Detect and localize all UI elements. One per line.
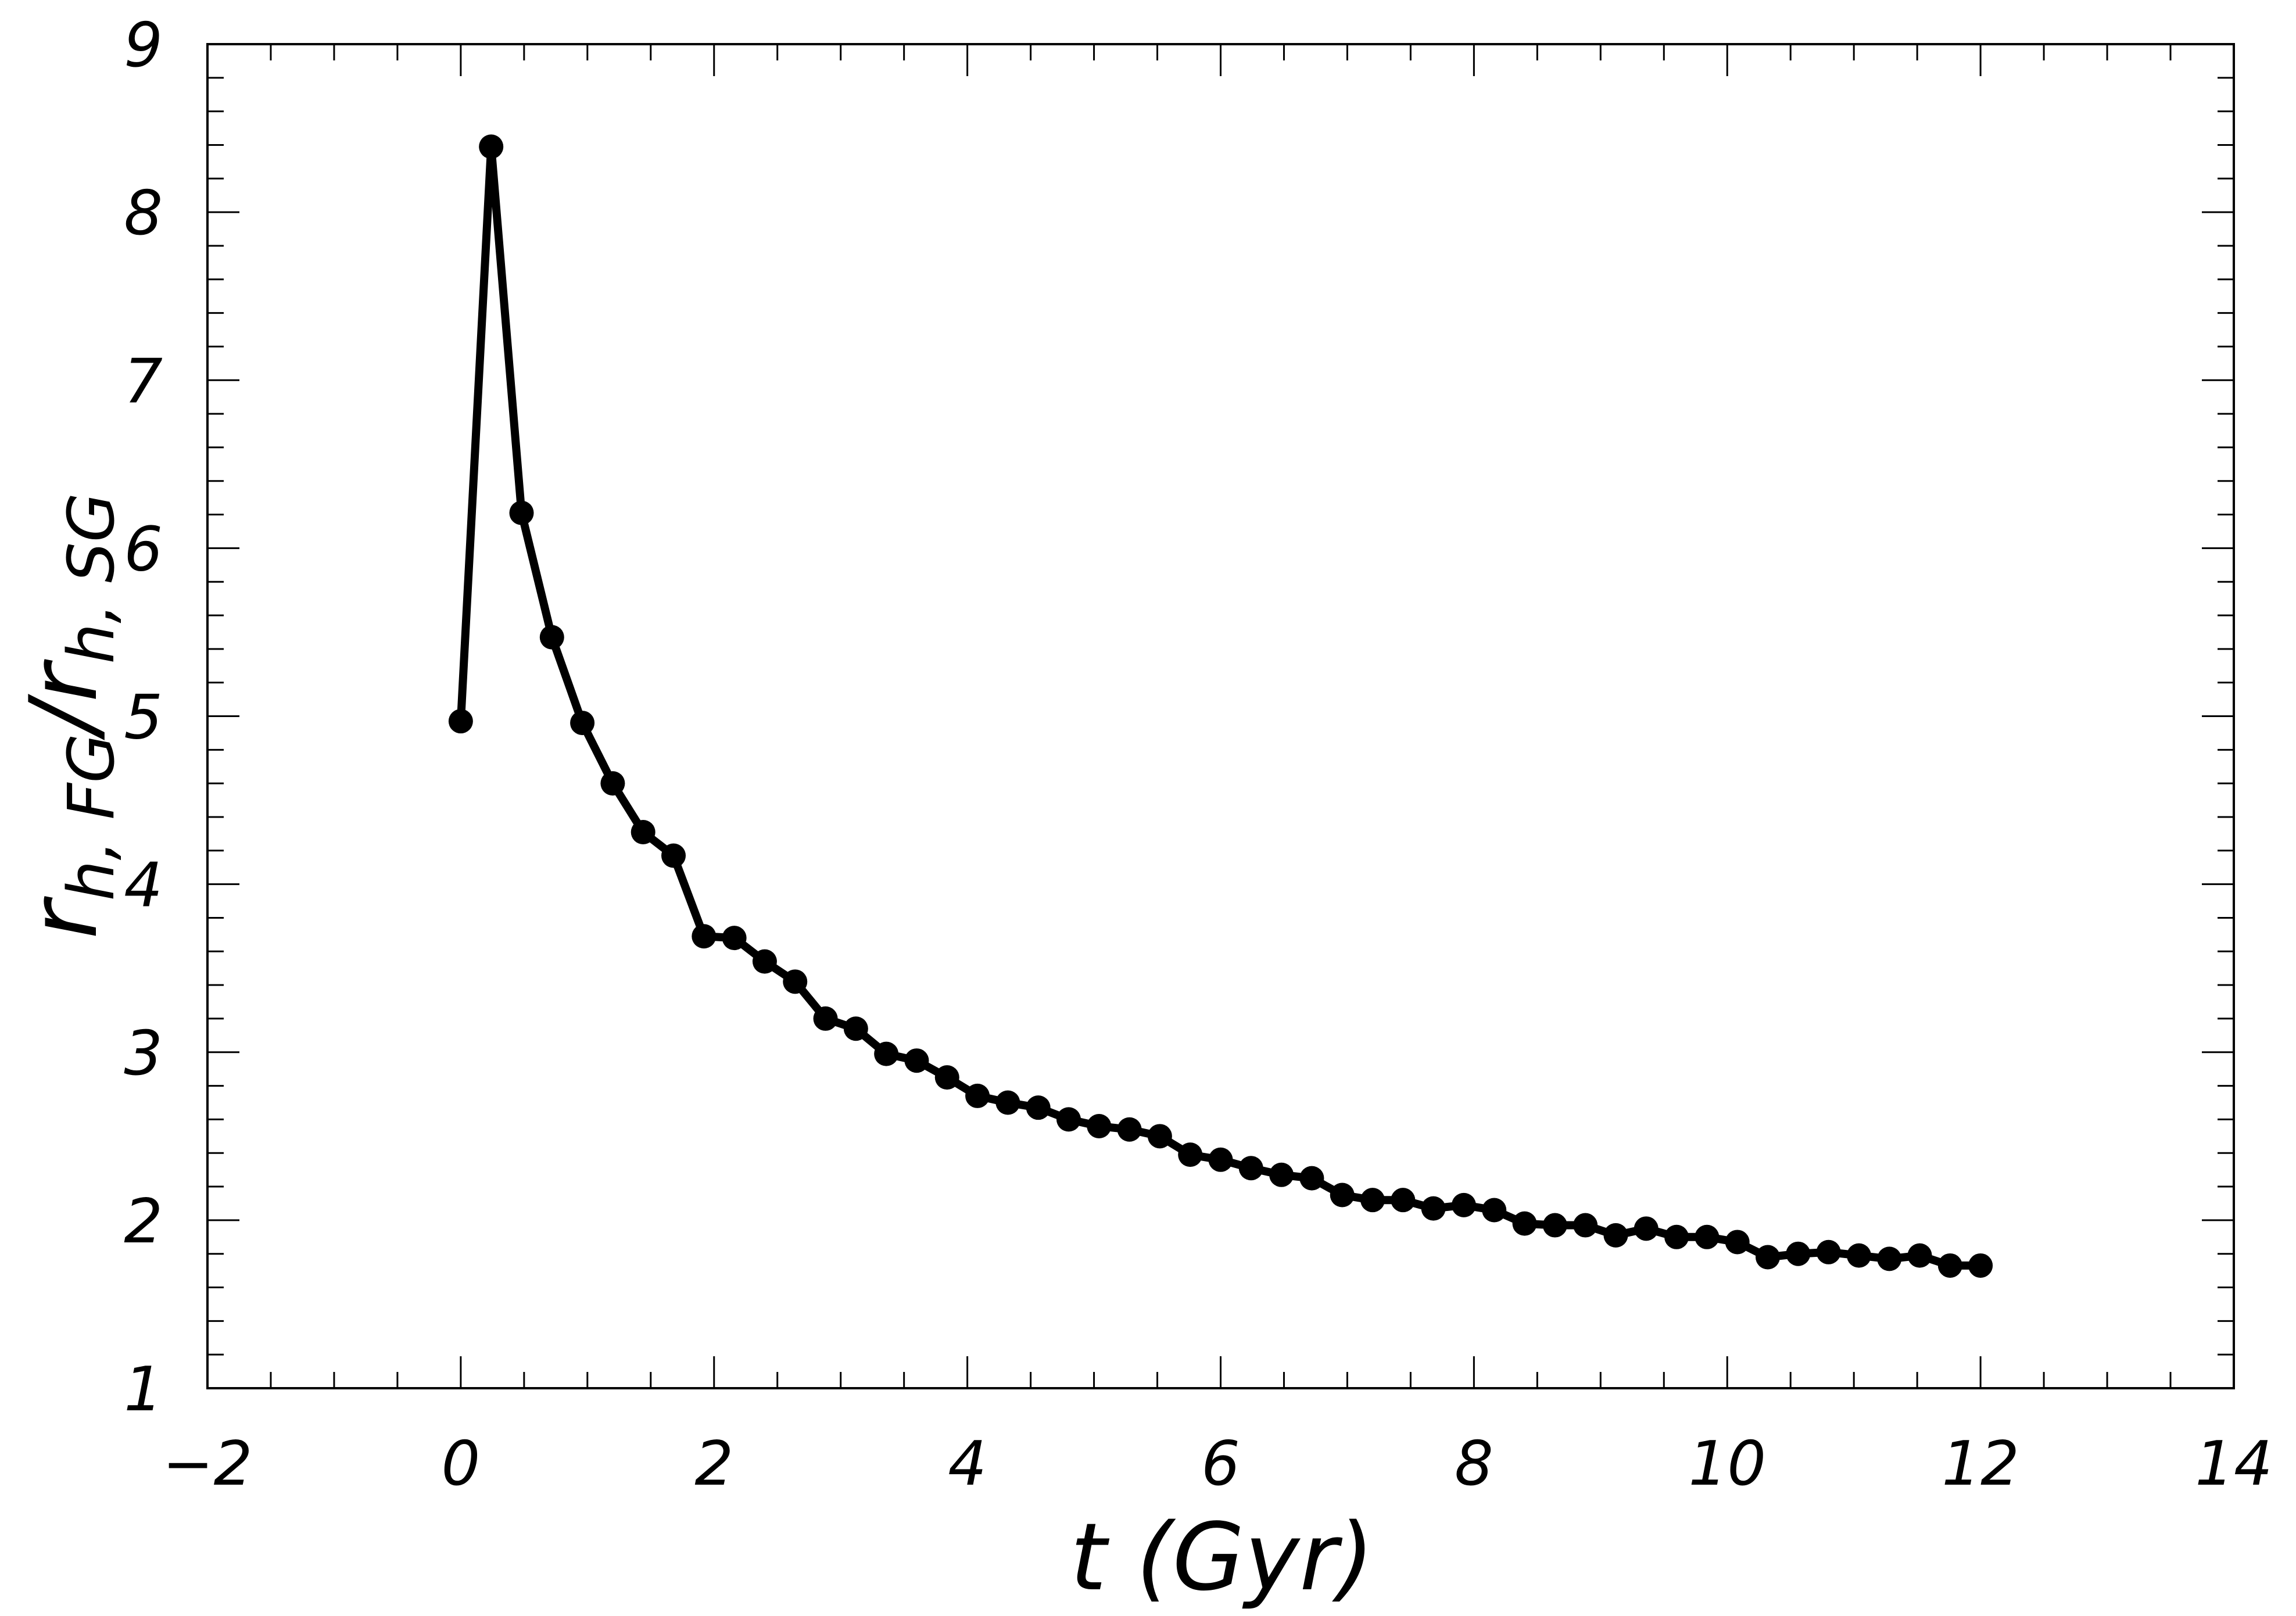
- data-point: [1603, 1223, 1628, 1248]
- series-line: [456, 142, 1985, 1270]
- y-tick-label: 2: [124, 1186, 163, 1257]
- x-tick-label: 0: [441, 1428, 480, 1499]
- data-point: [570, 711, 595, 736]
- y-axis-label-sub2: h, SG: [54, 493, 128, 664]
- y-tick-label: 6: [124, 514, 163, 585]
- data-point: [1512, 1211, 1537, 1236]
- data-point: [813, 1006, 838, 1031]
- x-tick-label: 14: [2195, 1428, 2273, 1499]
- data-point: [1573, 1213, 1598, 1238]
- data-point: [1755, 1245, 1780, 1270]
- x-minor-ticks: [270, 44, 2172, 1388]
- data-point: [995, 1090, 1020, 1115]
- x-axis-label: t (Gyr): [1070, 1503, 1374, 1611]
- data-point: [934, 1065, 959, 1090]
- data-point: [1695, 1224, 1720, 1249]
- data-point: [1269, 1162, 1294, 1187]
- data-point: [692, 924, 717, 949]
- y-tick-label: 5: [124, 682, 163, 753]
- data-point: [1238, 1156, 1263, 1181]
- data-point: [1360, 1188, 1385, 1213]
- data-point: [965, 1083, 990, 1108]
- data-point: [1451, 1192, 1476, 1217]
- data-point: [479, 134, 504, 159]
- y-axis-label-base2: r: [9, 658, 118, 702]
- x-tick-label: 12: [1942, 1428, 2019, 1499]
- data-point: [600, 771, 625, 796]
- data-point: [1026, 1095, 1051, 1120]
- x-tick-labels: −2 0 2 4 6 8 10 12 14: [163, 1428, 2273, 1499]
- y-axis-label-base1: r: [9, 895, 118, 939]
- data-point: [722, 926, 747, 951]
- data-point: [1907, 1243, 1932, 1268]
- y-axis-label: rh, FG/rh, SG: [9, 493, 128, 939]
- y-major-ticks: [207, 43, 2234, 1389]
- data-point: [1542, 1213, 1567, 1238]
- data-point: [1391, 1188, 1416, 1213]
- data-point: [843, 1016, 868, 1041]
- y-tick-label: 9: [124, 10, 163, 81]
- y-tick-label: 3: [124, 1018, 163, 1089]
- data-point: [448, 709, 473, 734]
- data-point: [1421, 1196, 1446, 1221]
- data-point: [1634, 1216, 1659, 1241]
- data-point: [752, 949, 777, 974]
- data-point: [1330, 1183, 1355, 1207]
- data-point: [1208, 1147, 1233, 1172]
- x-tick-label: 4: [948, 1428, 987, 1499]
- data-point: [1299, 1166, 1324, 1191]
- data-point: [1482, 1198, 1507, 1223]
- y-tick-label: 4: [124, 850, 163, 921]
- data-point: [509, 500, 534, 525]
- x-tick-label: 2: [694, 1428, 733, 1499]
- y-minor-ticks: [207, 77, 2234, 1356]
- y-tick-label: 1: [124, 1354, 163, 1425]
- data-point: [661, 843, 686, 868]
- x-major-ticks: [206, 44, 2235, 1388]
- data-point: [539, 625, 564, 650]
- data-point: [1087, 1113, 1112, 1138]
- x-tick-label: −2: [163, 1428, 253, 1499]
- data-point: [1968, 1253, 1993, 1278]
- data-point: [631, 819, 656, 844]
- y-axis-label-sub1: h, FG: [54, 733, 128, 901]
- data-point: [1786, 1241, 1811, 1266]
- data-point: [1816, 1239, 1841, 1264]
- x-tick-label: 8: [1455, 1428, 1493, 1499]
- series-group: [448, 134, 1993, 1278]
- x-tick-label: 10: [1688, 1428, 1766, 1499]
- data-point: [1056, 1107, 1081, 1132]
- data-point: [1178, 1142, 1203, 1167]
- data-point: [1147, 1124, 1172, 1149]
- data-point: [1725, 1230, 1750, 1255]
- data-point: [904, 1048, 929, 1073]
- data-point: [1117, 1117, 1142, 1142]
- data-point: [1937, 1253, 1962, 1278]
- y-tick-labels: 1 2 3 4 5 6 7 8 9: [124, 10, 163, 1425]
- data-point: [874, 1041, 899, 1066]
- x-tick-label: 6: [1201, 1428, 1240, 1499]
- y-tick-label: 7: [124, 346, 163, 417]
- data-point: [1846, 1243, 1871, 1268]
- data-point: [1664, 1224, 1689, 1249]
- data-point: [1877, 1246, 1902, 1271]
- plot-frame: [206, 43, 2235, 1389]
- data-point: [783, 969, 808, 994]
- y-tick-label: 8: [124, 178, 163, 249]
